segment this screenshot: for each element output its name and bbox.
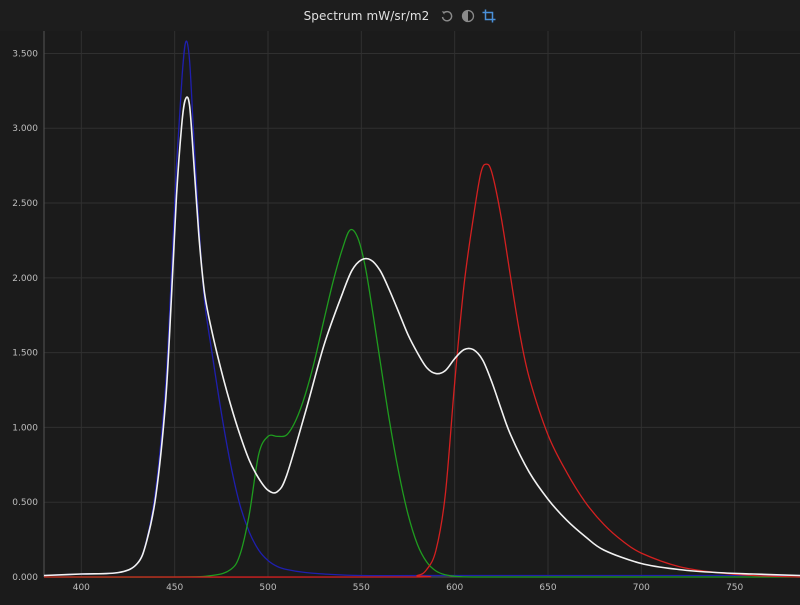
tick-labels: 400 450 500 550 600 650 700 750 0.000 0.500 1.000 1…: [12, 49, 743, 593]
x-tick-label: 650: [539, 583, 556, 593]
x-tick-label: 500: [259, 583, 276, 593]
y-tick-label: 2.500: [12, 199, 38, 209]
y-tick-label: 2.000: [12, 274, 38, 284]
plot-area: [44, 31, 800, 577]
series-line-1: [43, 228, 800, 578]
series-line-3: [43, 96, 800, 577]
grid: [44, 31, 800, 578]
x-tick-label: 750: [726, 583, 743, 593]
x-tick-label: 550: [353, 583, 370, 593]
series-lines: [43, 40, 800, 578]
y-tick-label: 1.500: [12, 349, 38, 359]
contrast-icon[interactable]: [461, 9, 475, 23]
series-line-0: [43, 40, 800, 577]
chart-header: Spectrum mW/sr/m2: [0, 0, 800, 31]
y-tick-label: 0.500: [12, 498, 38, 508]
x-tick-label: 600: [446, 583, 463, 593]
y-tick-label: 0.000: [12, 573, 38, 583]
y-tick-label: 3.000: [12, 124, 38, 134]
y-tick-label: 3.500: [12, 49, 38, 59]
x-tick-label: 700: [633, 583, 650, 593]
x-tick-label: 400: [73, 583, 90, 593]
chart-title: Spectrum mW/sr/m2: [303, 8, 430, 23]
reset-icon[interactable]: [440, 9, 454, 23]
y-tick-label: 1.000: [12, 423, 38, 433]
title-bar: Spectrum mW/sr/m2: [0, 0, 800, 31]
x-tick-label: 450: [166, 583, 183, 593]
crop-icon[interactable]: [482, 9, 496, 23]
series-line-2: [43, 163, 800, 578]
